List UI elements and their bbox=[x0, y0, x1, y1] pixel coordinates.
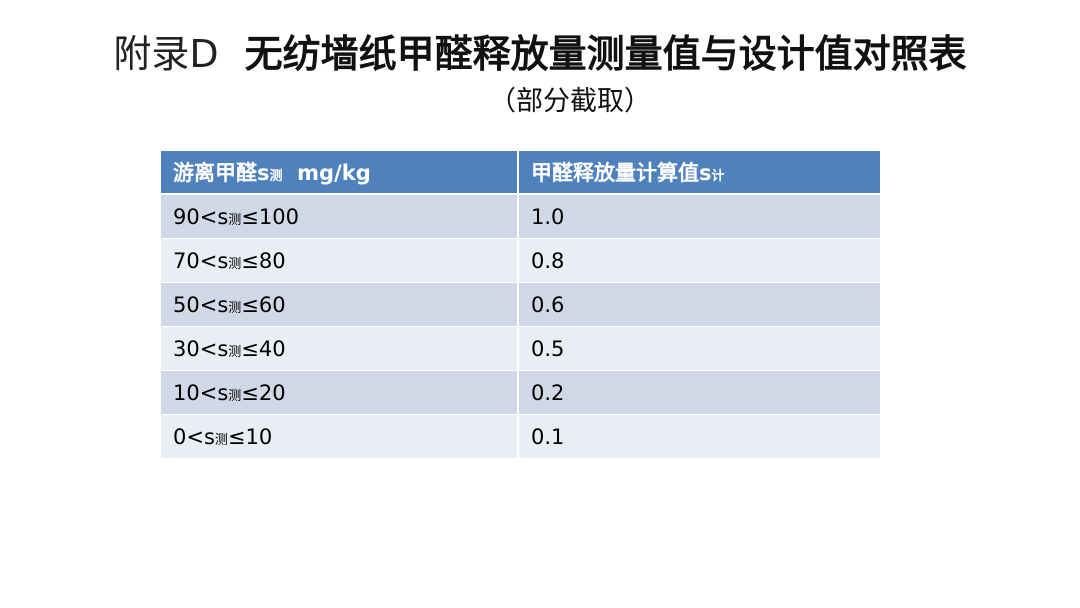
value-cell: 0.5 bbox=[517, 326, 880, 371]
range-cell: 30<s测≤40 bbox=[161, 326, 518, 371]
range-subscript: 测 bbox=[228, 256, 242, 272]
range-subscript: 测 bbox=[228, 212, 242, 228]
value-cell: 0.8 bbox=[517, 238, 880, 283]
header-text: 游离甲醛s bbox=[173, 161, 270, 185]
appendix-label: 附录D bbox=[113, 32, 219, 76]
range-lower: 10<s bbox=[173, 380, 229, 405]
range-upper: ≤60 bbox=[241, 292, 286, 317]
value-cell: 0.1 bbox=[517, 414, 880, 458]
table-row: 70<s测≤80 0.8 bbox=[161, 238, 880, 283]
range-cell: 90<s测≤100 bbox=[161, 193, 518, 239]
title-text: 无纺墙纸甲醛释放量测量值与设计值对照表 bbox=[244, 32, 967, 76]
comparison-table: 游离甲醛s测 mg/kg 甲醛释放量计算值s计 90<s测≤100 1.0 70… bbox=[161, 151, 880, 458]
range-cell: 0<s测≤10 bbox=[161, 414, 518, 458]
range-subscript: 测 bbox=[228, 300, 242, 316]
value-cell: 0.2 bbox=[517, 370, 880, 415]
header-subscript: 计 bbox=[711, 169, 725, 184]
page-title: 附录D 无纺墙纸甲醛释放量测量值与设计值对照表 bbox=[0, 28, 1080, 80]
header-text: 甲醛释放量计算值s bbox=[531, 161, 712, 185]
header-free-formaldehyde: 游离甲醛s测 mg/kg bbox=[161, 151, 518, 195]
value-cell: 0.6 bbox=[517, 282, 880, 327]
range-subscript: 测 bbox=[228, 388, 242, 404]
range-subscript: 测 bbox=[214, 432, 228, 448]
table-row: 90<s测≤100 1.0 bbox=[161, 193, 880, 239]
range-lower: 90<s bbox=[173, 204, 229, 229]
range-subscript: 测 bbox=[228, 344, 242, 360]
range-upper: ≤10 bbox=[227, 424, 273, 449]
table-header-row: 游离甲醛s测 mg/kg 甲醛释放量计算值s计 bbox=[161, 151, 880, 195]
range-upper: ≤80 bbox=[241, 248, 286, 273]
range-lower: 70<s bbox=[173, 248, 229, 273]
table-row: 30<s测≤40 0.5 bbox=[161, 326, 880, 371]
header-subscript: 测 bbox=[269, 169, 283, 184]
range-cell: 50<s测≤60 bbox=[161, 282, 518, 327]
range-upper: ≤40 bbox=[241, 336, 286, 361]
range-upper: ≤100 bbox=[241, 204, 299, 229]
range-lower: 50<s bbox=[173, 292, 229, 317]
range-cell: 10<s测≤20 bbox=[161, 370, 518, 415]
subtitle: （部分截取） bbox=[489, 86, 651, 117]
value-cell: 1.0 bbox=[517, 193, 880, 239]
range-upper: ≤20 bbox=[241, 380, 286, 405]
range-lower: 30<s bbox=[173, 336, 229, 361]
range-cell: 70<s测≤80 bbox=[161, 238, 518, 283]
header-calculated-release: 甲醛释放量计算值s计 bbox=[517, 151, 880, 195]
table-row: 0<s测≤10 0.1 bbox=[161, 414, 880, 458]
range-lower: 0<s bbox=[173, 424, 215, 449]
table-row: 10<s测≤20 0.2 bbox=[161, 370, 880, 415]
table-row: 50<s测≤60 0.6 bbox=[161, 282, 880, 327]
header-unit: mg/kg bbox=[282, 161, 371, 185]
